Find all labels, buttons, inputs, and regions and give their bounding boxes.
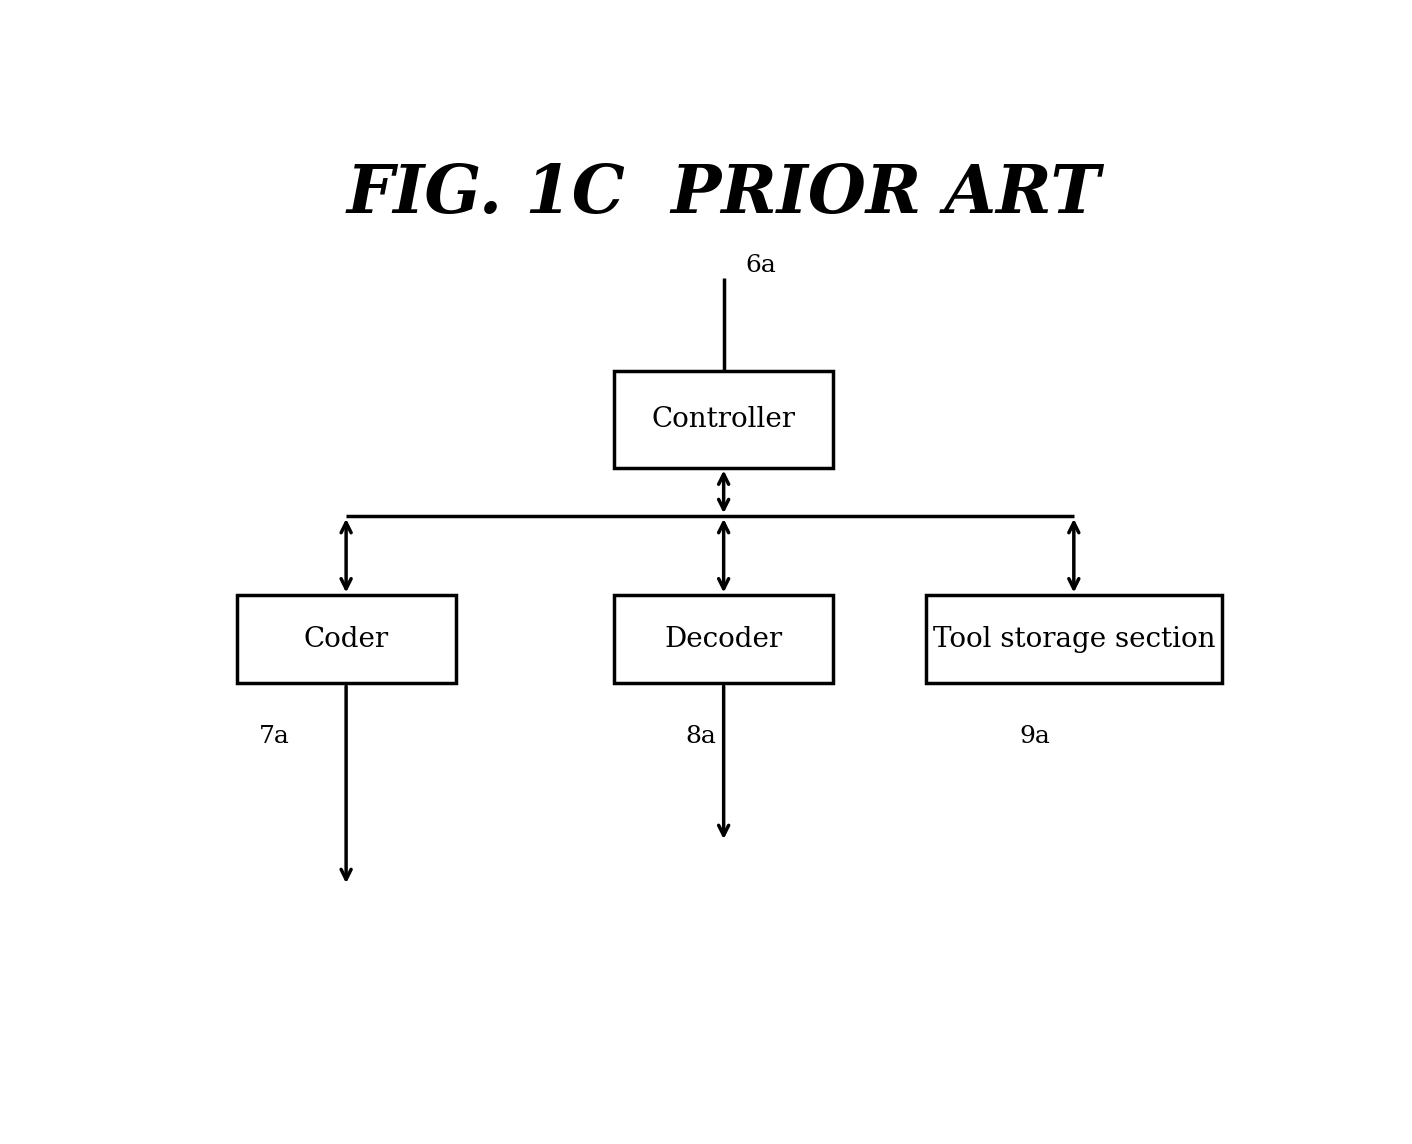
Text: Tool storage section: Tool storage section: [932, 626, 1216, 653]
Text: 6a: 6a: [746, 254, 777, 277]
Text: 9a: 9a: [1019, 725, 1051, 748]
Text: Coder: Coder: [304, 626, 388, 653]
Text: Decoder: Decoder: [665, 626, 782, 653]
Text: 8a: 8a: [685, 725, 716, 748]
Bar: [237, 595, 456, 683]
Text: FIG. 1C  PRIOR ART: FIG. 1C PRIOR ART: [346, 162, 1101, 227]
Text: Controller: Controller: [652, 406, 795, 432]
Bar: [926, 595, 1221, 683]
Text: 7a: 7a: [258, 725, 289, 748]
Bar: [614, 595, 833, 683]
Bar: [614, 371, 833, 468]
